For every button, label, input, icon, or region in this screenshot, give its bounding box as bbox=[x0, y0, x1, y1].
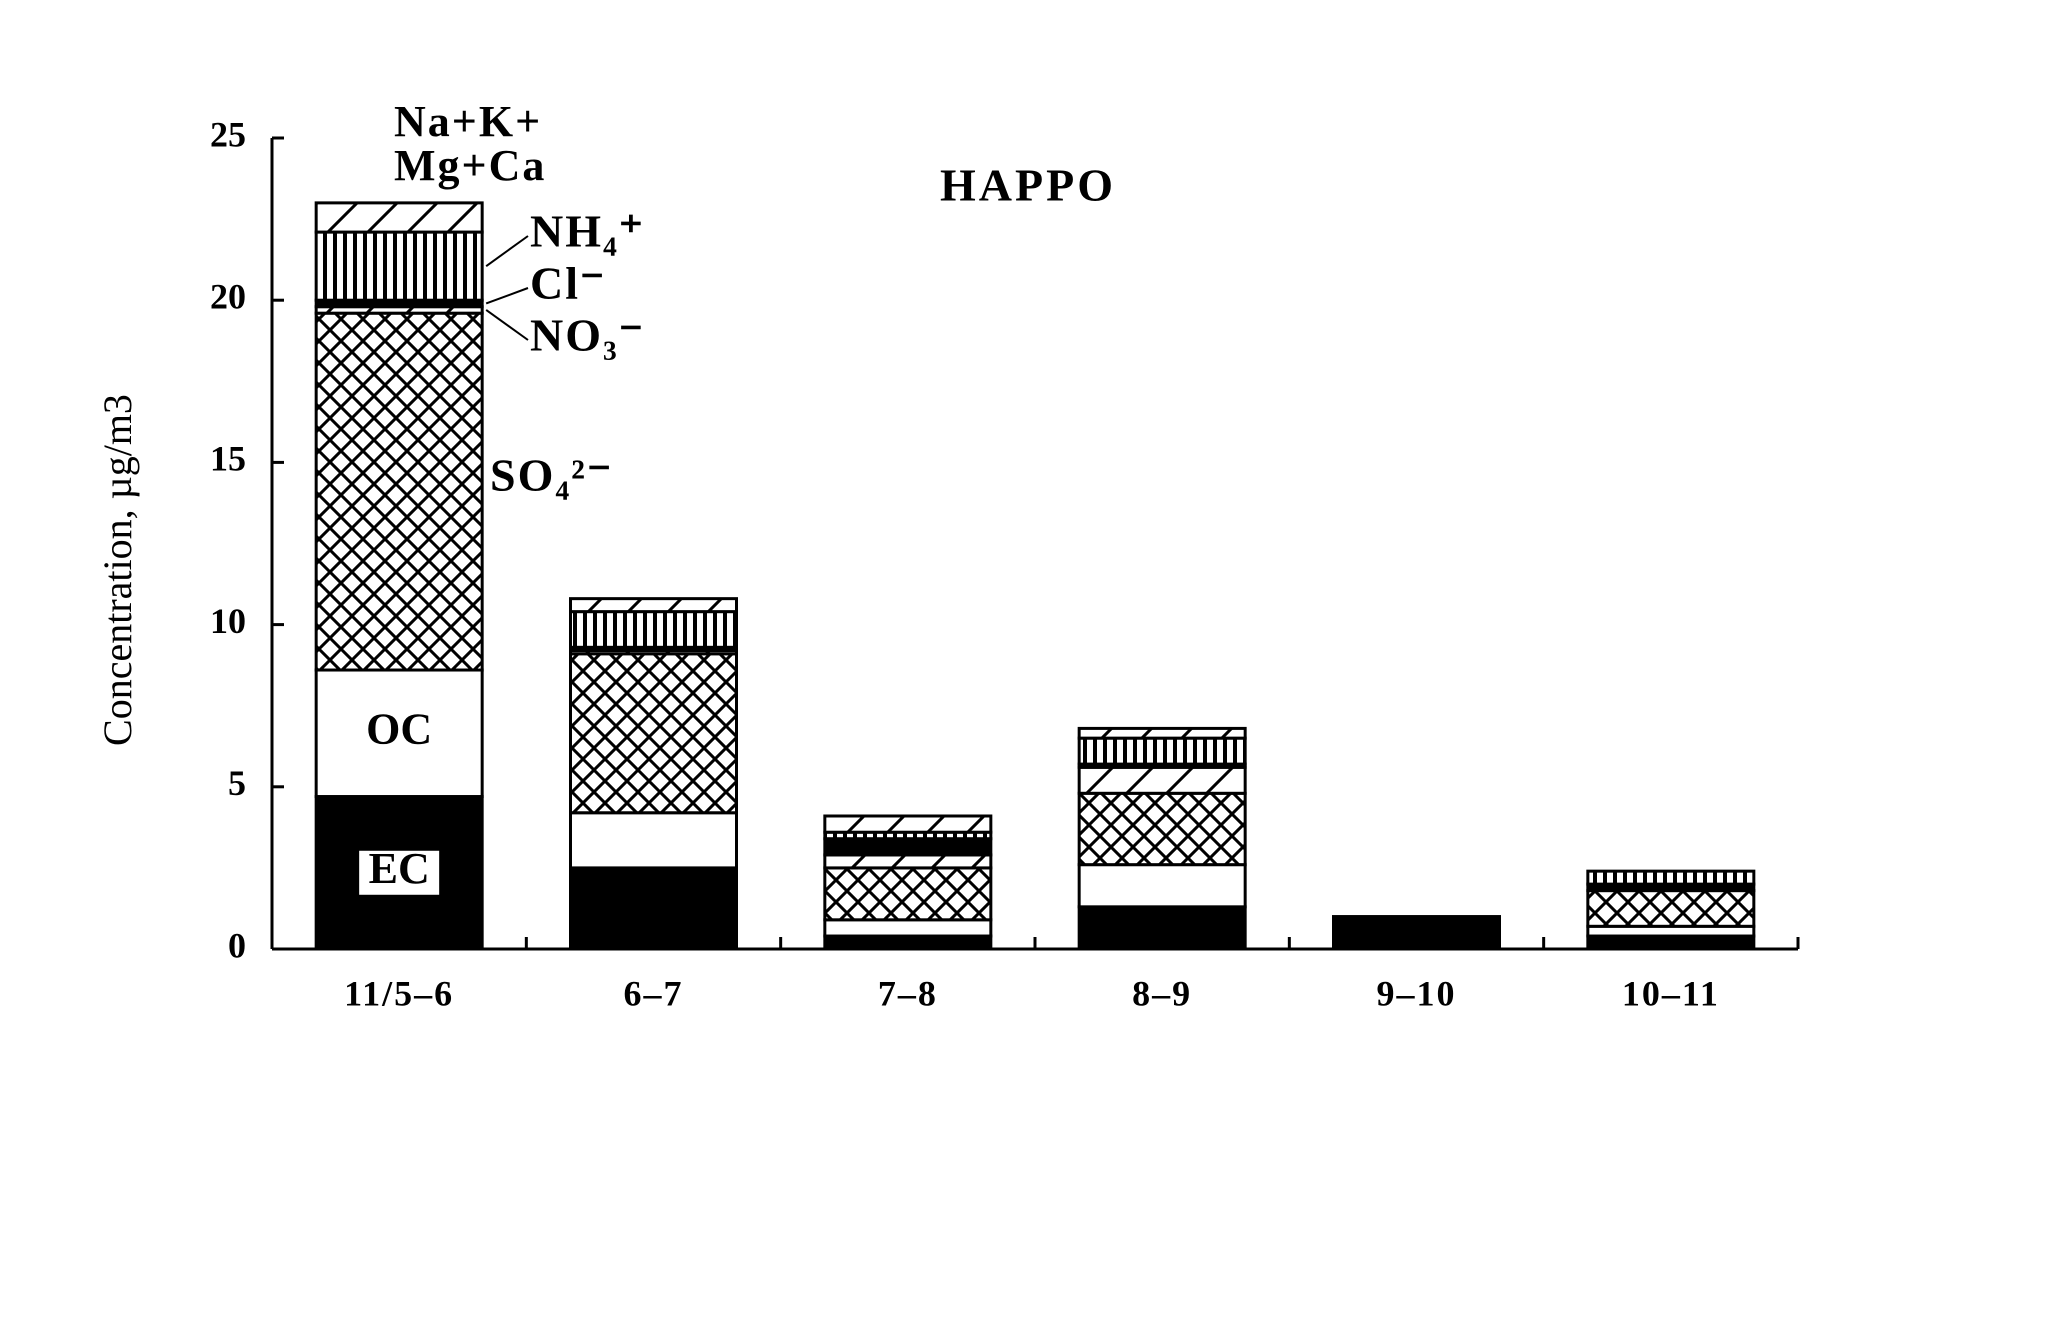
x-tick-label: 10–11 bbox=[1622, 973, 1720, 1013]
bar-segment bbox=[1077, 765, 1247, 795]
y-tick-label: 25 bbox=[210, 114, 246, 154]
y-tick-label: 15 bbox=[210, 439, 246, 479]
x-tick-label: 8–9 bbox=[1132, 973, 1192, 1013]
series-label: NO₃⁻ bbox=[530, 310, 645, 361]
bar-segment bbox=[823, 837, 993, 857]
y-tick-label: 10 bbox=[210, 601, 246, 641]
bar-segment bbox=[569, 652, 738, 815]
leader-line bbox=[485, 309, 529, 341]
bar-segment bbox=[1586, 869, 1756, 886]
bar-segment bbox=[1586, 934, 1756, 951]
bar-segment bbox=[314, 311, 484, 672]
bar-segment bbox=[314, 230, 484, 302]
bar-segment bbox=[1077, 726, 1247, 740]
bar-segment bbox=[1077, 905, 1247, 951]
bar-segment bbox=[314, 668, 484, 799]
bar-segment bbox=[1077, 863, 1247, 909]
label-bg bbox=[359, 850, 440, 895]
bar-segment bbox=[823, 918, 993, 938]
series-label: NH₄⁺ bbox=[530, 206, 645, 257]
bar-segment bbox=[823, 814, 993, 834]
leader-line bbox=[485, 235, 529, 267]
bar-segment bbox=[569, 610, 738, 649]
y-tick-label: 20 bbox=[210, 276, 246, 316]
bar-segment bbox=[569, 866, 738, 951]
series-label: Na+K+ Mg+Ca bbox=[394, 97, 547, 190]
bar-segment bbox=[1077, 736, 1247, 766]
bar-segment bbox=[314, 201, 484, 234]
bar-segment bbox=[569, 597, 738, 614]
series-label: Cl⁻ bbox=[530, 258, 606, 309]
bar-segment bbox=[823, 934, 993, 951]
chart-title: HAPPO bbox=[940, 160, 1116, 211]
x-tick-label: 6–7 bbox=[624, 973, 684, 1013]
bar-segment bbox=[1586, 889, 1756, 928]
series-label: SO₄²⁻ bbox=[490, 450, 613, 501]
bar-segment bbox=[1332, 915, 1501, 951]
x-tick-label: 7–8 bbox=[878, 973, 938, 1013]
y-tick-label: 0 bbox=[228, 925, 246, 965]
bar-segment bbox=[823, 853, 993, 870]
leader-line bbox=[485, 287, 529, 305]
x-tick-label: 9–10 bbox=[1377, 973, 1457, 1013]
y-tick-label: 5 bbox=[228, 763, 246, 803]
series-label: OC bbox=[366, 704, 432, 753]
y-axis-label: Concentration, µg/m3 bbox=[95, 394, 140, 746]
bar-segment bbox=[569, 811, 738, 870]
bar-segment bbox=[823, 866, 993, 922]
x-tick-label: 11/5–6 bbox=[344, 973, 454, 1013]
series-label: EC bbox=[369, 844, 430, 893]
bar-segment bbox=[1077, 791, 1247, 867]
